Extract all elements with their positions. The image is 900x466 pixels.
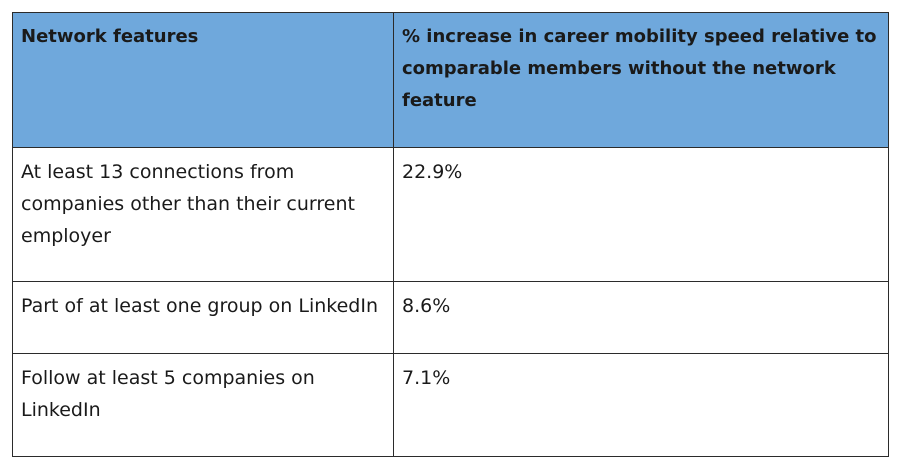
header-career-mobility-increase: % increase in career mobility speed rela… <box>393 12 889 148</box>
feature-cell: Follow at least 5 companies on LinkedIn <box>12 353 394 457</box>
feature-cell: At least 13 connections from companies o… <box>12 147 394 282</box>
feature-cell: Part of at least one group on LinkedIn <box>12 281 394 354</box>
table-row: At least 13 connections from companies o… <box>12 147 889 282</box>
table-header-row: Network features % increase in career mo… <box>12 12 889 148</box>
table-row: Follow at least 5 companies on LinkedIn … <box>12 353 889 457</box>
increase-cell: 22.9% <box>393 147 889 282</box>
network-features-table: Network features % increase in career mo… <box>12 12 889 457</box>
header-network-features: Network features <box>12 12 394 148</box>
increase-cell: 8.6% <box>393 281 889 354</box>
table-row: Part of at least one group on LinkedIn 8… <box>12 281 889 354</box>
increase-cell: 7.1% <box>393 353 889 457</box>
